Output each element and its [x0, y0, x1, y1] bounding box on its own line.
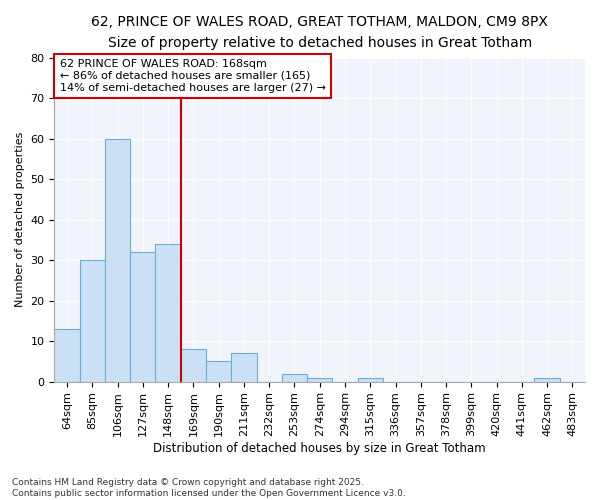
Bar [231, 354, 257, 382]
Bar [181, 349, 206, 382]
Title: 62, PRINCE OF WALES ROAD, GREAT TOTHAM, MALDON, CM9 8PX
Size of property relativ: 62, PRINCE OF WALES ROAD, GREAT TOTHAM, … [91, 15, 548, 50]
Bar [282, 374, 307, 382]
Text: Contains HM Land Registry data © Crown copyright and database right 2025.
Contai: Contains HM Land Registry data © Crown c… [12, 478, 406, 498]
Text: 62 PRINCE OF WALES ROAD: 168sqm
← 86% of detached houses are smaller (165)
14% o: 62 PRINCE OF WALES ROAD: 168sqm ← 86% of… [60, 60, 326, 92]
Bar [535, 378, 560, 382]
Bar [130, 252, 155, 382]
Bar [206, 362, 231, 382]
Bar [307, 378, 332, 382]
Bar [55, 329, 80, 382]
X-axis label: Distribution of detached houses by size in Great Totham: Distribution of detached houses by size … [154, 442, 486, 455]
Bar [105, 138, 130, 382]
Bar [358, 378, 383, 382]
Bar [155, 244, 181, 382]
Y-axis label: Number of detached properties: Number of detached properties [15, 132, 25, 308]
Bar [80, 260, 105, 382]
